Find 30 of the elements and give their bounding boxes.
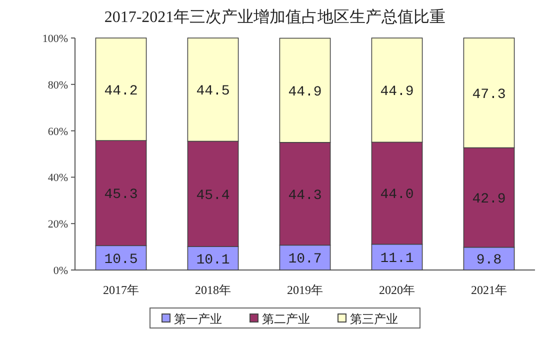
data-label: 47.3 — [472, 86, 506, 103]
data-label: 44.0 — [380, 187, 414, 204]
legend-label: 第三产业 — [350, 312, 398, 326]
data-label: 11.1 — [380, 251, 414, 268]
x-tick-label: 2019年 — [287, 283, 323, 297]
data-label: 44.9 — [288, 84, 322, 100]
y-tick-label: 40% — [48, 172, 68, 184]
data-label: 44.9 — [380, 84, 414, 100]
x-tick-label: 2017年 — [103, 283, 139, 297]
y-tick-label: 60% — [48, 126, 68, 138]
data-label: 10.5 — [104, 252, 138, 268]
y-tick-label: 20% — [48, 218, 68, 231]
data-label: 44.5 — [196, 84, 230, 100]
data-label: 44.3 — [288, 188, 322, 204]
legend-label: 第二产业 — [262, 312, 310, 326]
data-label: 10.1 — [196, 252, 230, 268]
data-label: 45.3 — [104, 187, 138, 204]
x-tick-label: 2020年 — [379, 283, 415, 297]
y-tick-label: 100% — [42, 33, 68, 45]
data-label: 10.7 — [288, 252, 322, 268]
legend-label: 第一产业 — [174, 312, 222, 326]
data-label: 45.4 — [196, 188, 230, 204]
y-tick-label: 0% — [53, 265, 68, 277]
x-tick-label: 2021年 — [471, 283, 507, 297]
chart-title: 2017-2021年三次产业增加值占地区生产总值比重 — [104, 8, 446, 26]
data-label: 44.2 — [104, 83, 138, 100]
data-label: 42.9 — [472, 192, 506, 208]
y-tick-label: 80% — [48, 79, 68, 92]
data-label: 9.8 — [476, 252, 502, 269]
x-tick-label: 2018年 — [195, 283, 231, 297]
